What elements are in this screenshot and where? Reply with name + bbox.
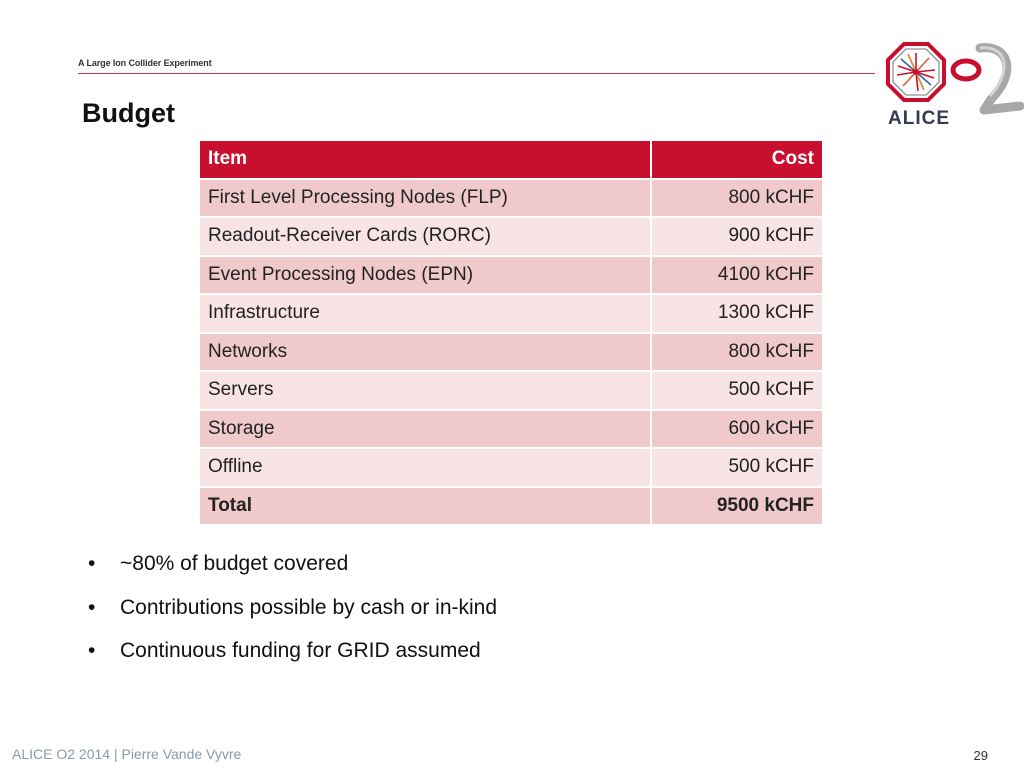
header-divider xyxy=(78,73,875,74)
table-row: Infrastructure 1300 kCHF xyxy=(200,294,824,334)
cost-cell: 800 kCHF xyxy=(651,332,824,372)
page-number: 29 xyxy=(973,748,988,763)
table-row: Offline 500 kCHF xyxy=(200,448,824,488)
table-row: Networks 800 kCHF xyxy=(200,332,824,372)
cost-cell: 1300 kCHF xyxy=(651,294,824,334)
cost-cell: 600 kCHF xyxy=(651,409,824,449)
item-cell: Offline xyxy=(200,448,652,488)
table-row: Readout-Receiver Cards (RORC) 900 kCHF xyxy=(200,217,824,257)
item-cell: Readout-Receiver Cards (RORC) xyxy=(200,217,652,257)
alice-o2-logo: ALICE xyxy=(886,42,1024,129)
table-row: First Level Processing Nodes (FLP) 800 k… xyxy=(200,178,824,218)
cost-cell: 800 kCHF xyxy=(651,178,824,218)
experiment-name: A Large Ion Collider Experiment xyxy=(78,58,212,68)
budget-table: Item Cost First Level Processing Nodes (… xyxy=(200,141,824,526)
item-cell: Servers xyxy=(200,371,652,411)
bullet-item: Continuous funding for GRID assumed xyxy=(88,635,497,679)
bullet-item: Contributions possible by cash or in-kin… xyxy=(88,592,497,636)
item-cell: First Level Processing Nodes (FLP) xyxy=(200,178,652,218)
column-header-cost: Cost xyxy=(651,141,824,180)
total-cost-cell: 9500 kCHF xyxy=(651,486,824,526)
page-title: Budget xyxy=(82,98,175,128)
footer-credit: ALICE O2 2014 | Pierre Vande Vyvre xyxy=(12,746,242,762)
cost-cell: 4100 kCHF xyxy=(651,255,824,295)
table-row: Servers 500 kCHF xyxy=(200,371,824,411)
cost-cell: 500 kCHF xyxy=(651,371,824,411)
item-cell: Event Processing Nodes (EPN) xyxy=(200,255,652,295)
table-total-row: Total 9500 kCHF xyxy=(200,486,824,526)
cost-cell: 900 kCHF xyxy=(651,217,824,257)
total-label-cell: Total xyxy=(200,486,652,526)
item-cell: Storage xyxy=(200,409,652,449)
bullet-item: ~80% of budget covered xyxy=(88,548,497,592)
bullet-list: ~80% of budget covered Contributions pos… xyxy=(88,548,497,679)
logo-text: ALICE xyxy=(888,108,950,129)
item-cell: Infrastructure xyxy=(200,294,652,334)
table-header-row: Item Cost xyxy=(200,141,824,180)
item-cell: Networks xyxy=(200,332,652,372)
table-row: Storage 600 kCHF xyxy=(200,409,824,449)
cost-cell: 500 kCHF xyxy=(651,448,824,488)
column-header-item: Item xyxy=(200,141,652,180)
table-row: Event Processing Nodes (EPN) 4100 kCHF xyxy=(200,255,824,295)
